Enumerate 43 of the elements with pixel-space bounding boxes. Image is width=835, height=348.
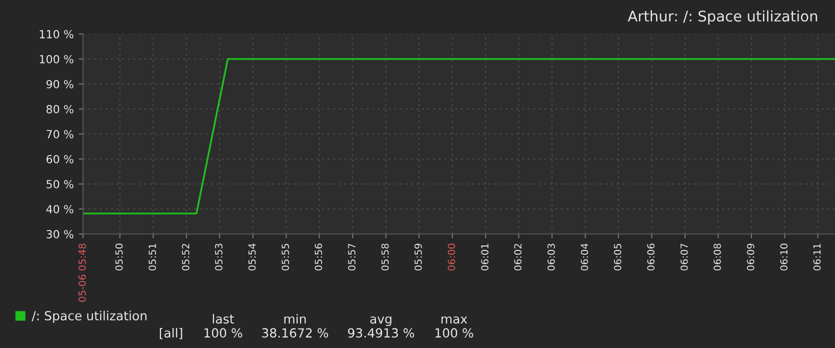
x-tick-label: 06:06 (647, 244, 655, 270)
y-tick-label: 80 % (46, 104, 74, 114)
text: [all] (160, 328, 182, 340)
y-tick-label: 60 % (46, 154, 74, 164)
chart-title: Arthur: /: Space utilization (628, 10, 818, 24)
text: 100 % (204, 328, 242, 338)
x-tick-label: 06:10 (780, 244, 788, 270)
text: min (284, 314, 306, 324)
x-tick-label: 06:04 (580, 244, 588, 270)
text: 38.1672 % (262, 328, 328, 338)
x-tick-label: 06:11 (813, 244, 821, 270)
x-tick-label: 06:03 (547, 244, 555, 270)
x-tick-label: 06:00 (448, 244, 456, 270)
text: max (442, 316, 468, 324)
y-tick-label: 40 % (46, 204, 74, 214)
x-tick-label: 05:59 (414, 244, 422, 270)
y-tick-label: 100 % (40, 54, 74, 64)
x-tick-label: 06:01 (481, 244, 488, 270)
x-tick-label: 06:08 (714, 244, 721, 270)
x-tick-label: 05:51 (148, 244, 156, 270)
y-tick-label: 50 % (46, 180, 74, 188)
x-tick-label: 05:58 (381, 244, 389, 270)
x-tick-label: 05:54 (248, 244, 256, 270)
text: avg (370, 316, 392, 326)
y-tick-label: 70 % (46, 130, 74, 138)
x-tick-label: 05:52 (182, 244, 190, 270)
x-tick-label: 06:09 (746, 244, 754, 270)
x-tick-label: 05:55 (282, 244, 290, 270)
y-tick-label: 110 % (40, 30, 74, 38)
x-tick-label: 06:05 (614, 244, 622, 270)
x-tick-label: 06:02 (514, 244, 522, 270)
legend-label: /: Space utilization (32, 310, 146, 323)
x-tick-label: 05-06 05:48 (78, 244, 86, 302)
x-tick-label: 06:07 (680, 244, 688, 270)
y-tick-label: 30 % (46, 230, 74, 238)
text: last (212, 314, 234, 324)
y-tick-label: 90 % (46, 80, 74, 88)
x-tick-label: 05:53 (215, 244, 222, 270)
x-tick-label: 05:50 (115, 244, 123, 270)
text: 93.4913 % (348, 328, 414, 338)
x-tick-label: 05:56 (314, 244, 322, 270)
text: 100 % (436, 328, 474, 338)
x-tick-label: 05:57 (348, 244, 356, 270)
